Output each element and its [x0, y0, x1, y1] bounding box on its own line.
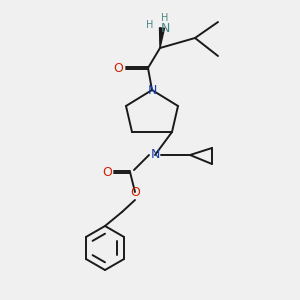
- Text: N: N: [150, 148, 160, 161]
- Text: H: H: [146, 20, 154, 30]
- Polygon shape: [160, 28, 164, 48]
- Text: O: O: [130, 187, 140, 200]
- Text: N: N: [160, 22, 170, 34]
- Text: O: O: [113, 61, 123, 74]
- Text: N: N: [147, 83, 157, 97]
- Text: H: H: [161, 13, 169, 23]
- Text: O: O: [102, 166, 112, 178]
